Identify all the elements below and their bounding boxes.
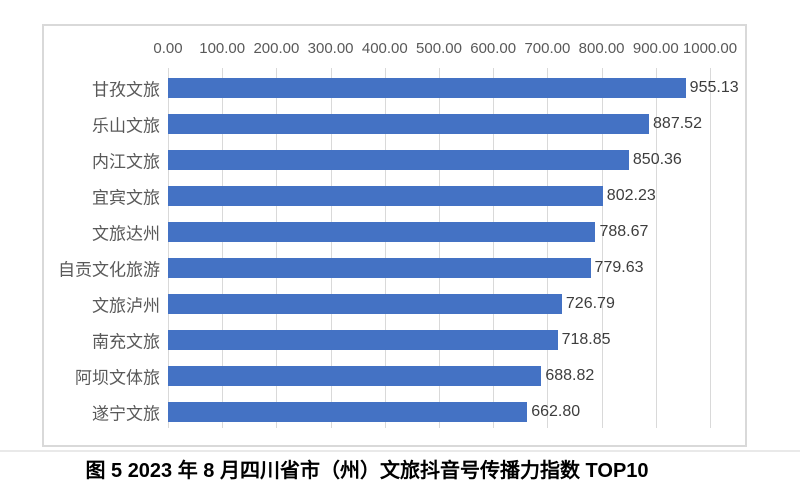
bar-value-label: 718.85 bbox=[561, 331, 611, 348]
bar bbox=[168, 150, 629, 170]
gridline bbox=[601, 68, 603, 428]
bar bbox=[168, 294, 562, 314]
gridline bbox=[384, 68, 386, 428]
category-label: 文旅达州 bbox=[92, 224, 160, 244]
gridline bbox=[222, 68, 224, 428]
bar bbox=[168, 78, 686, 98]
bar bbox=[168, 366, 542, 386]
category-label: 阿坝文体旅 bbox=[75, 368, 160, 388]
category-label: 宜宾文旅 bbox=[92, 188, 160, 208]
bar bbox=[168, 114, 650, 134]
category-label: 南充文旅 bbox=[92, 332, 160, 352]
axis-tick-label: 500.00 bbox=[416, 40, 462, 57]
bar bbox=[168, 222, 596, 242]
bar-value-label: 688.82 bbox=[545, 367, 595, 384]
category-label: 内江文旅 bbox=[92, 152, 160, 172]
bar-value-label: 850.36 bbox=[632, 151, 682, 168]
axis-tick-label: 200.00 bbox=[253, 40, 300, 57]
axis-tick-label: 700.00 bbox=[524, 40, 571, 57]
axis-tick-label: 300.00 bbox=[307, 40, 354, 57]
bar bbox=[168, 258, 591, 278]
bar-value-label: 955.13 bbox=[689, 79, 739, 96]
axis-tick-label: 800.00 bbox=[578, 40, 625, 57]
bar-value-label: 779.63 bbox=[594, 259, 644, 276]
category-label: 文旅泸州 bbox=[92, 296, 160, 316]
bar-value-label: 788.67 bbox=[599, 223, 649, 240]
bar bbox=[168, 186, 603, 206]
divider-rule bbox=[0, 450, 800, 452]
gridline bbox=[168, 68, 169, 428]
gridline bbox=[655, 68, 657, 428]
axis-tick-label: 400.00 bbox=[361, 40, 408, 57]
category-label: 遂宁文旅 bbox=[92, 404, 160, 424]
gridline bbox=[276, 68, 278, 428]
bar-value-label: 887.52 bbox=[653, 115, 702, 132]
category-label: 自贡文化旅游 bbox=[58, 260, 160, 280]
gridline bbox=[547, 68, 549, 428]
category-label: 乐山文旅 bbox=[92, 116, 160, 136]
gridline bbox=[330, 68, 332, 428]
axis-tick-label: 0.00 bbox=[153, 40, 183, 57]
bar-value-label: 802.23 bbox=[606, 187, 656, 204]
bar bbox=[168, 402, 528, 422]
gridline bbox=[493, 68, 495, 428]
axis-tick-label: 1000.00 bbox=[682, 40, 738, 57]
axis-tick-label: 100.00 bbox=[199, 40, 246, 57]
bar bbox=[168, 330, 558, 350]
category-label: 甘孜文旅 bbox=[92, 80, 160, 100]
chart-frame: 0.00 100.00 200.00 300.00 400.00 500.00 600.00… bbox=[42, 24, 747, 447]
gridline bbox=[710, 68, 711, 428]
bar-value-label: 726.79 bbox=[565, 295, 615, 312]
axis-tick-label: 900.00 bbox=[632, 40, 679, 57]
axis-tick-label: 600.00 bbox=[470, 40, 517, 57]
gridline bbox=[439, 68, 440, 428]
chart-caption: 图 5 2023 年 8 月四川省市（州）文旅抖音号传播力指数 TOP10 bbox=[85, 460, 649, 482]
bar-value-label: 662.80 bbox=[531, 403, 581, 420]
